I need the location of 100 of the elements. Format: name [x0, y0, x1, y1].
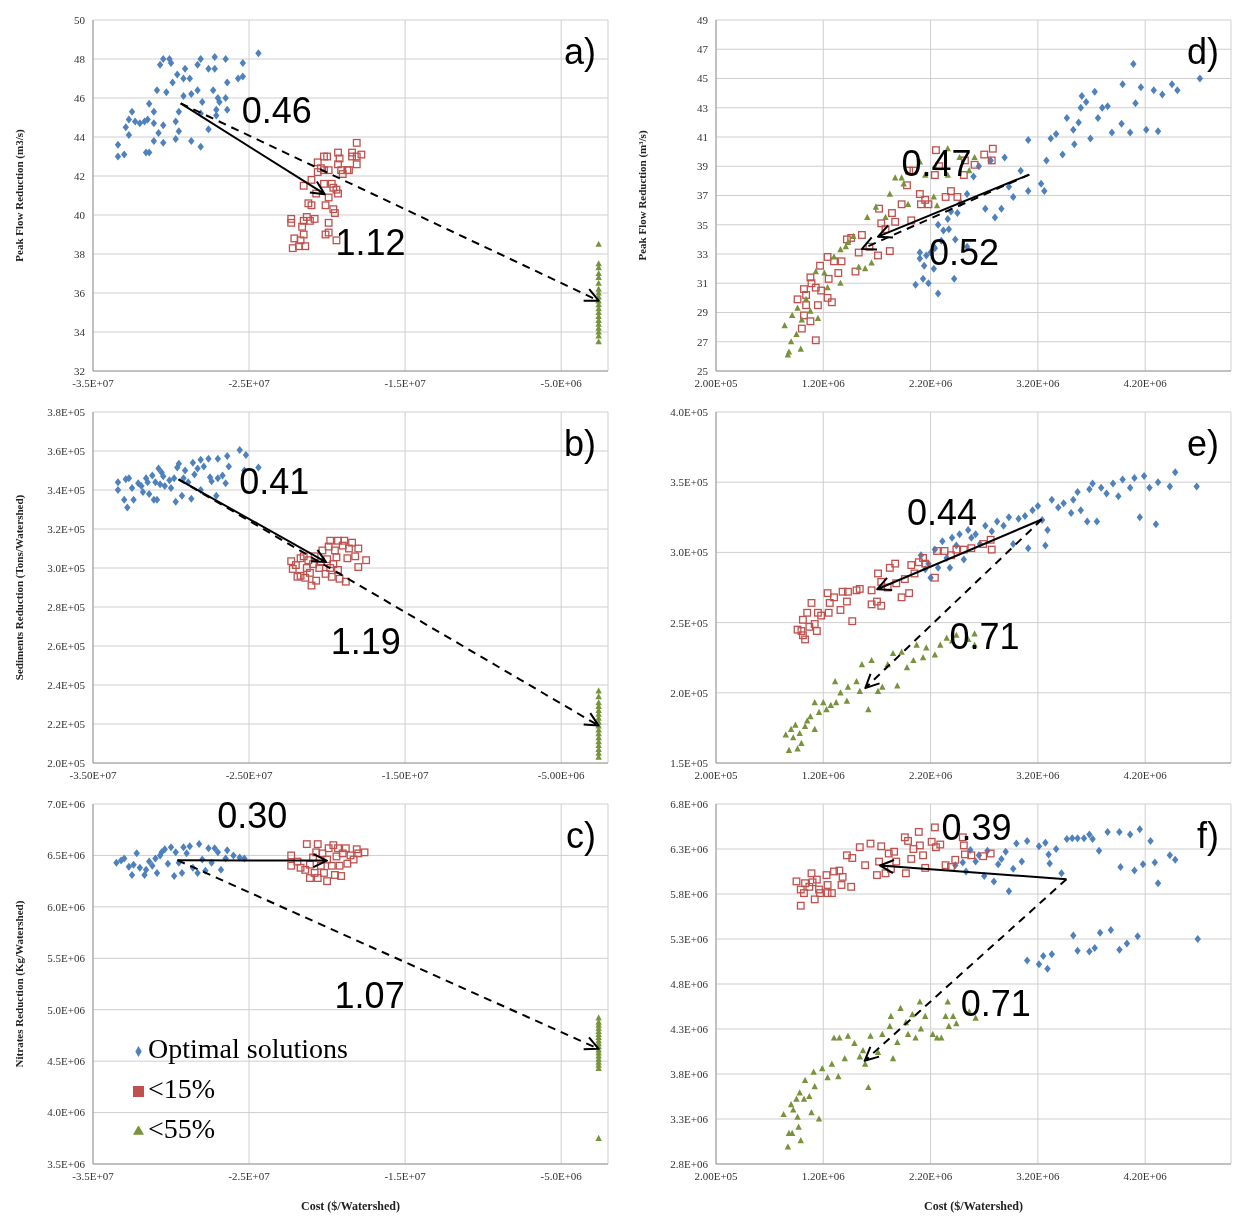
y-tick-label: 40	[74, 208, 86, 221]
x-tick-label: -3.5E+07	[72, 1169, 115, 1182]
y-tick-label: 35	[697, 218, 709, 231]
legend-label: Optimal solutions	[148, 1033, 348, 1064]
y-tick-label: 3.3E+06	[670, 1112, 709, 1125]
annotation: 1.12	[335, 222, 406, 264]
y-tick-label: 4.3E+06	[670, 1022, 709, 1035]
y-tick-label: 37	[697, 189, 709, 202]
annotation: 0.39	[941, 806, 1012, 848]
y-tick-label: 2.4E+05	[47, 678, 86, 691]
x-tick-label: 3.20E+06	[1016, 768, 1060, 781]
y-tick-label: 50	[74, 13, 86, 26]
x-tick-label: 4.20E+06	[1123, 768, 1168, 781]
annotation: 1.19	[330, 620, 401, 662]
x-tick-label: -2.5E+07	[228, 376, 271, 389]
x-tick-label: 2.20E+06	[908, 768, 953, 781]
y-tick-label: 2.5E+05	[670, 616, 709, 629]
y-axis-title: Peak Flow Reduction (m3/s)	[12, 129, 26, 262]
annotation: 0.44	[906, 492, 977, 534]
x-tick-label: 2.20E+06	[908, 376, 953, 389]
x-tick-label: 4.20E+06	[1123, 376, 1168, 389]
x-tick-label: -1.5E+07	[384, 376, 427, 389]
x-tick-label: 1.20E+06	[801, 768, 846, 781]
y-tick-label: 5.8E+06	[670, 887, 709, 900]
y-tick-label: 7.0E+06	[47, 797, 86, 810]
y-tick-label: 47	[697, 43, 709, 56]
y-tick-label: 3.0E+05	[670, 546, 709, 559]
x-axis-title: Cost ($/Watershed)	[301, 1199, 400, 1213]
y-tick-label: 3.5E+05	[670, 476, 709, 489]
legend-label: <15%	[148, 1073, 216, 1104]
y-tick-label: 3.2E+05	[47, 522, 86, 535]
annotation: 0.46	[241, 90, 312, 132]
annotation: 0.41	[239, 460, 310, 502]
y-tick-label: 42	[74, 169, 85, 182]
y-tick-label: 5.3E+06	[670, 932, 709, 945]
y-tick-label: 41	[697, 130, 708, 143]
y-tick-label: 6.3E+06	[670, 842, 709, 855]
x-axis-title: Cost ($/Watershed)	[924, 1199, 1023, 1213]
y-axis-title: Nitrates Reduction (Kg/Watershed)	[12, 900, 26, 1068]
y-tick-label: 25	[697, 364, 709, 377]
y-tick-label: 4.0E+06	[47, 1106, 86, 1119]
x-tick-label: -3.50E+07	[69, 768, 117, 781]
y-tick-label: 4.5E+06	[47, 1055, 86, 1068]
x-tick-label: 3.20E+06	[1016, 376, 1060, 389]
y-tick-label: 4.8E+06	[670, 977, 709, 990]
x-tick-label: 2.00E+05	[694, 1169, 739, 1182]
y-tick-label: 1.5E+05	[670, 756, 709, 769]
x-tick-label: -2.5E+07	[228, 1169, 271, 1182]
y-tick-label: 6.5E+06	[47, 849, 86, 862]
annotation: e)	[1186, 423, 1219, 464]
y-tick-label: 2.8E+05	[47, 600, 86, 613]
y-tick-label: 3.8E+05	[47, 405, 86, 418]
y-tick-label: 36	[74, 286, 86, 299]
x-tick-label: 3.20E+06	[1016, 1169, 1060, 1182]
x-tick-label: -5.0E+06	[540, 1169, 583, 1182]
x-tick-label: 4.20E+06	[1123, 1169, 1168, 1182]
annotation: 0.71	[960, 982, 1031, 1024]
y-tick-label: 27	[697, 335, 709, 348]
annotation: f)	[1197, 815, 1219, 856]
y-axis-title: Peak Flow Reduction (m³/s)	[635, 130, 649, 261]
y-tick-label: 33	[697, 247, 709, 260]
x-tick-label: 1.20E+06	[801, 1169, 846, 1182]
y-tick-label: 44	[74, 130, 86, 143]
y-tick-label: 3.6E+05	[47, 444, 86, 457]
x-tick-label: -3.5E+07	[72, 376, 115, 389]
annotation: d)	[1186, 31, 1219, 72]
y-tick-label: 5.0E+06	[47, 1003, 86, 1016]
x-tick-label: 2.00E+05	[694, 768, 739, 781]
annotation: b)	[563, 423, 596, 464]
y-tick-label: 2.0E+05	[47, 756, 86, 769]
y-tick-label: 46	[74, 91, 86, 104]
y-tick-label: 2.0E+05	[670, 686, 709, 699]
annotation: 1.07	[334, 975, 405, 1017]
y-axis-title: Sediments Reduction (Tons/Watershed)	[12, 494, 26, 681]
annotation: c)	[566, 815, 596, 856]
annotation: 0.30	[217, 794, 288, 836]
y-tick-label: 49	[697, 13, 709, 26]
x-tick-label: -5.0E+06	[540, 376, 583, 389]
y-tick-label: 5.5E+06	[47, 952, 86, 965]
y-tick-label: 3.5E+06	[47, 1157, 86, 1170]
y-tick-label: 48	[74, 52, 86, 65]
y-tick-label: 39	[697, 160, 709, 173]
y-tick-label: 4.0E+05	[670, 405, 709, 418]
y-tick-label: 29	[697, 306, 709, 319]
y-tick-label: 31	[697, 277, 708, 290]
y-tick-label: 2.2E+05	[47, 717, 86, 730]
y-tick-label: 6.8E+06	[670, 797, 709, 810]
x-tick-label: -1.50E+07	[381, 768, 430, 781]
y-tick-label: 6.0E+06	[47, 900, 86, 913]
y-tick-label: 38	[74, 247, 86, 260]
y-tick-label: 45	[697, 72, 709, 85]
y-tick-label: 3.4E+05	[47, 483, 86, 496]
x-tick-label: 2.20E+06	[908, 1169, 953, 1182]
x-tick-label: -2.50E+07	[225, 768, 273, 781]
x-tick-label: 1.20E+06	[801, 376, 846, 389]
y-tick-label: 3.8E+06	[670, 1067, 709, 1080]
legend-label: <55%	[148, 1113, 216, 1144]
y-tick-label: 34	[74, 325, 86, 338]
x-tick-label: -1.5E+07	[384, 1169, 427, 1182]
annotation: a)	[563, 31, 596, 72]
